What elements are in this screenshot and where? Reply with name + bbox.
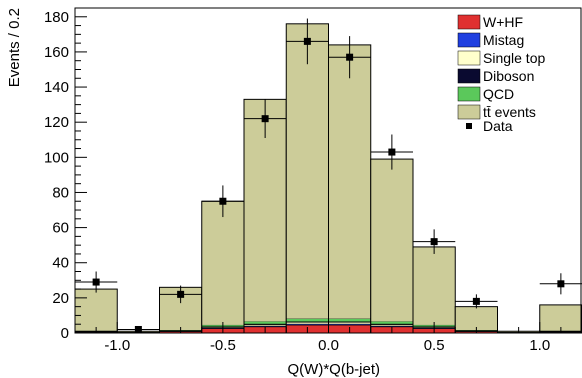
x-tick-labels: -1.0 -0.5 0.0 0.5 1.0 — [104, 337, 550, 354]
legend-label: Data — [483, 118, 513, 134]
legend-label: Diboson — [483, 68, 534, 84]
x-tick-label: 0.5 — [424, 337, 445, 354]
legend-swatch-mistag — [457, 32, 481, 48]
legend-swatch-diboson — [457, 68, 481, 84]
legend-label: Single top — [483, 50, 545, 66]
y-tick-label: 180 — [44, 9, 69, 26]
bar-tt-events-bin-11 — [539, 304, 582, 331]
bar-tt-events-bin-7 — [370, 159, 413, 322]
data-point-bin-7 — [388, 148, 396, 156]
bar-qcd-bin-4 — [243, 321, 287, 325]
x-tick-label: -1.0 — [104, 337, 130, 354]
bar-single-top-bin-5 — [286, 322, 329, 325]
x-tick-label: 1.0 — [529, 337, 550, 354]
x-axis-label: Q(W)*Q(b-jet) — [288, 361, 381, 378]
legend-swatch-w-hf — [457, 14, 481, 30]
y-tick-label: 20 — [52, 290, 69, 307]
y-axis-label: Events / 0.2 — [6, 8, 23, 87]
legend-label: tt̄ events — [483, 104, 536, 120]
x-tick-label: -0.5 — [210, 337, 236, 354]
y-tick-label: 160 — [44, 44, 69, 61]
bar-qcd-bin-6 — [328, 318, 371, 323]
bar-single-top-bin-6 — [328, 322, 371, 325]
legend: W+HF Mistag Single top Diboson QCD tt̄ events… — [457, 14, 545, 134]
data-point-bin-6 — [346, 53, 354, 61]
legend-swatch-tt-events — [457, 104, 481, 120]
y-tick-label: 80 — [52, 184, 69, 201]
data-point-bin-2 — [177, 290, 185, 298]
data-point-bin-8 — [430, 238, 438, 246]
legend-marker-data — [466, 123, 472, 129]
legend-label: W+HF — [483, 14, 523, 30]
y-tick-label: 60 — [52, 220, 69, 237]
legend-label: QCD — [483, 86, 514, 102]
data-point-bin-3 — [219, 197, 227, 205]
bar-qcd-bin-7 — [370, 321, 414, 325]
y-tick-label: 120 — [44, 114, 69, 131]
y-tick-label: 140 — [44, 79, 69, 96]
bar-tt-events-bin-3 — [201, 201, 244, 325]
data-point-bin-11 — [557, 280, 565, 288]
legend-swatch-qcd — [457, 86, 481, 102]
y-tick-label: 40 — [52, 255, 69, 272]
bar-tt-events-bin-5 — [286, 23, 329, 319]
legend-label: Mistag — [483, 32, 524, 48]
x-tick-label: 0.0 — [318, 337, 339, 354]
bar-tt-events-bin-6 — [328, 44, 371, 319]
data-point-bin-0 — [92, 278, 100, 286]
data-point-bin-4 — [261, 115, 269, 123]
bar-qcd-bin-5 — [286, 318, 329, 323]
data-point-bin-9 — [472, 297, 480, 305]
legend-swatch-single-top — [457, 50, 481, 66]
bar-tt-events-bin-0 — [75, 289, 118, 331]
y-tick-label: 0 — [61, 325, 69, 342]
y-tick-labels: 0 20 40 60 80 100 120 140 160 180 — [44, 9, 69, 342]
data-point-bin-5 — [303, 37, 311, 45]
axis-ticks — [74, 7, 582, 334]
bar-tt-events-bin-8 — [413, 246, 456, 325]
y-tick-label: 100 — [44, 149, 69, 166]
bar-tt-events-bin-9 — [455, 306, 498, 331]
